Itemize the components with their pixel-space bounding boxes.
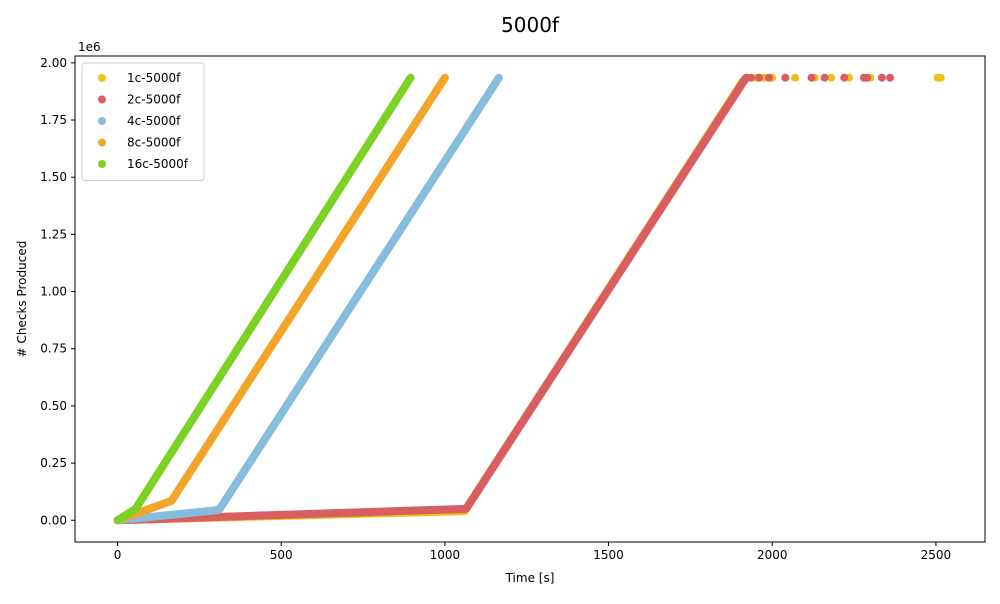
data-point <box>827 73 836 82</box>
legend-label: 2c-5000f <box>127 93 181 107</box>
y-axis-offset-text: 1e6 <box>78 40 101 54</box>
y-tick-label: 0.25 <box>40 456 67 470</box>
legend-marker <box>98 95 106 104</box>
x-tick-label: 0 <box>114 548 122 562</box>
y-axis: 0.00 0.25 0.50 0.75 1.00 1.25 1.50 1.75 2.00 <box>40 56 75 527</box>
legend-marker <box>98 160 106 168</box>
chart-marks <box>113 73 945 525</box>
series-2c-5000f <box>113 73 895 525</box>
legend-marker <box>98 74 106 82</box>
y-axis-label: # Checks Produced <box>15 241 29 358</box>
y-tick-label: 2.00 <box>40 56 67 70</box>
x-tick-label: 1500 <box>593 548 624 562</box>
series-trace <box>113 73 415 525</box>
chart-title: 5000f <box>501 13 560 37</box>
plot-frame <box>74 55 986 543</box>
y-tick-label: 0.00 <box>40 513 67 527</box>
data-point <box>936 73 945 82</box>
data-point <box>863 73 872 82</box>
series-4c-5000f <box>113 73 503 525</box>
series-8c-5000f <box>113 73 449 525</box>
data-point <box>886 73 895 82</box>
x-axis-label: Time [s] <box>505 571 555 585</box>
data-point <box>764 73 773 82</box>
legend: 1c-5000f 2c-5000f 4c-5000f 8c-5000f 16c-5000… <box>81 62 205 181</box>
series-trace <box>113 73 751 525</box>
data-point <box>755 73 764 82</box>
legend-box <box>81 62 205 181</box>
y-tick-label: 1.75 <box>40 113 67 127</box>
x-axis: 0 500 1000 1500 2000 2500 <box>114 542 951 562</box>
data-point <box>746 73 755 82</box>
y-tick-label: 1.50 <box>40 170 67 184</box>
legend-marker <box>98 117 106 125</box>
legend-label: 4c-5000f <box>127 114 181 128</box>
data-point <box>791 73 800 82</box>
data-point <box>877 73 886 82</box>
data-point <box>840 73 849 82</box>
legend-label: 8c-5000f <box>127 136 181 150</box>
data-point <box>781 73 790 82</box>
data-point <box>820 73 829 82</box>
legend-marker <box>98 138 106 147</box>
x-tick-label: 2000 <box>757 548 788 562</box>
legend-label: 1c-5000f <box>127 71 181 85</box>
x-tick-label: 2500 <box>921 548 952 562</box>
x-tick-label: 1000 <box>430 548 461 562</box>
y-tick-label: 1.00 <box>40 285 67 299</box>
data-point <box>807 73 816 82</box>
y-tick-label: 1.25 <box>40 227 67 241</box>
x-tick-label: 500 <box>270 548 293 562</box>
series-16c-5000f <box>113 73 415 525</box>
legend-label: 16c-5000f <box>127 157 189 171</box>
series-trace <box>113 73 503 525</box>
y-tick-label: 0.50 <box>40 399 67 413</box>
series-trace <box>113 73 449 525</box>
y-tick-label: 0.75 <box>40 342 67 356</box>
